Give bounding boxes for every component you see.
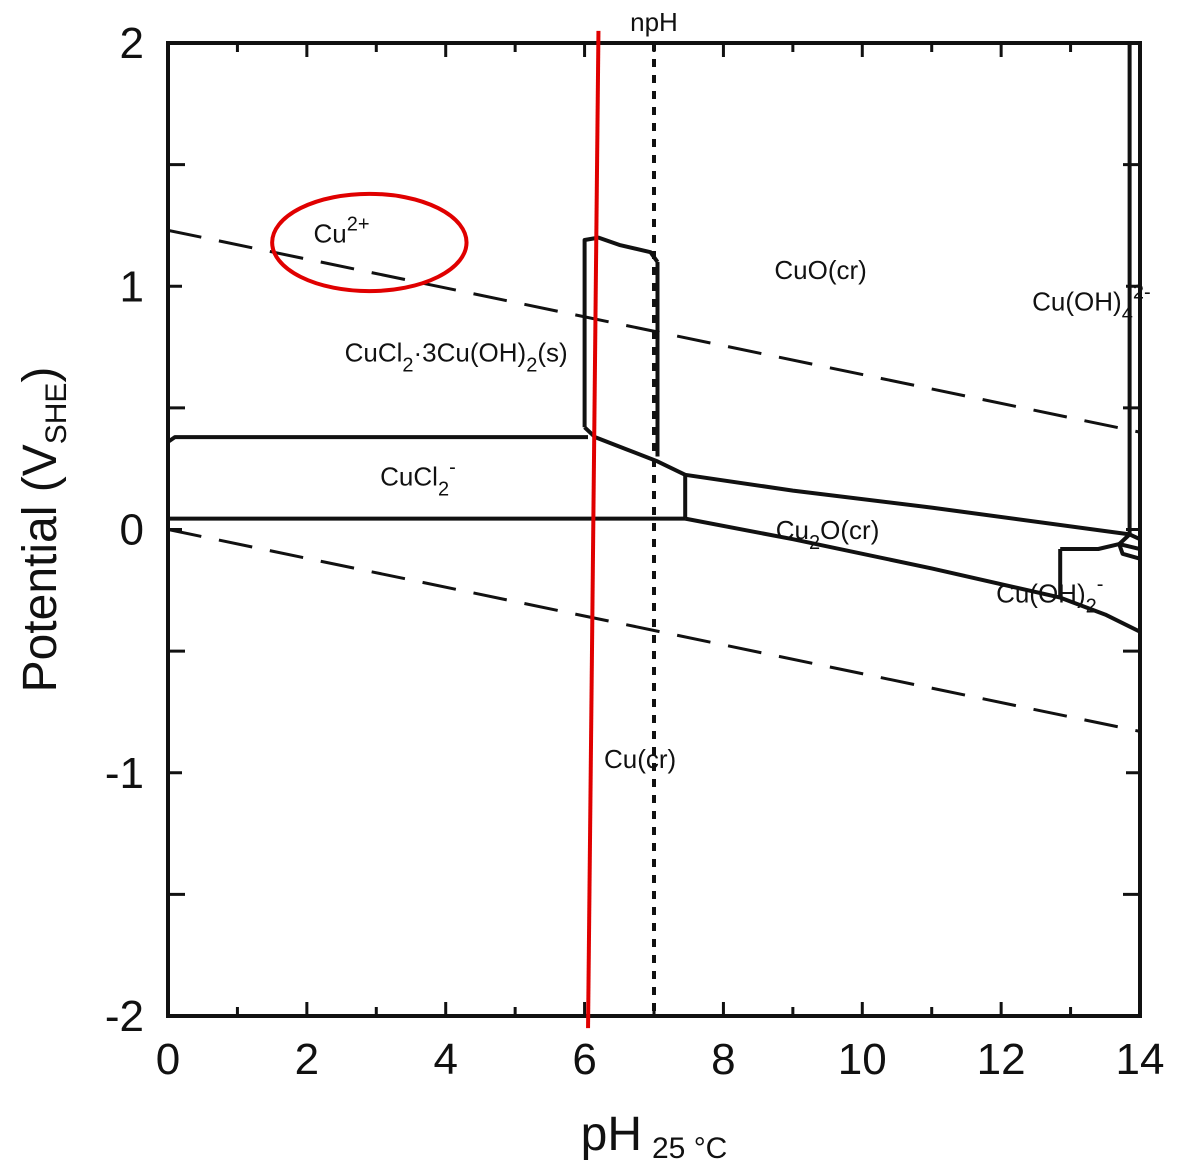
y-axis-label: Potential (VSHE) [14, 367, 73, 693]
region-label-5: Cu2O(cr) [776, 515, 880, 554]
y-tick-label-1: -1 [105, 749, 144, 798]
phase-boundary-6 [684, 516, 1140, 634]
phase-boundary-0 [168, 435, 588, 444]
phase-boundary-10 [1117, 532, 1140, 561]
region-label-1: CuO(cr) [774, 255, 866, 285]
region-label-4: CuCl2- [380, 457, 456, 501]
region-label-3: CuCl2·3Cu(OH)2(s) [345, 338, 568, 377]
x-tick-label-4: 8 [711, 1035, 735, 1084]
x-tick-label-2: 4 [433, 1035, 457, 1084]
x-tick-label-3: 6 [572, 1035, 596, 1084]
x-tick-label-7: 14 [1116, 1035, 1165, 1084]
plot-area [168, 43, 1140, 1016]
red-ph-line [586, 30, 601, 1029]
x-tick-label-1: 2 [295, 1035, 319, 1084]
region-label-2: Cu(OH)42- [1032, 282, 1150, 326]
region-labels: npH Cu2+ CuO(cr) Cu(OH)42- CuCl2·3Cu(OH)2(s)… [314, 7, 1151, 774]
phase-boundary-2 [582, 235, 660, 428]
axis-labels: pH 25 °C Potential (VSHE) [14, 367, 727, 1162]
nph-label: npH [630, 7, 678, 37]
x-tick-label-0: 0 [156, 1035, 180, 1084]
phase-boundary-8 [1060, 542, 1140, 551]
plot-frame [166, 41, 1142, 1018]
y-tick-label-0: -2 [105, 992, 144, 1041]
region-label-6: Cu(OH)2- [996, 573, 1103, 617]
water-line-1 [168, 528, 1140, 733]
highlight-ellipse [270, 191, 469, 294]
x-tick-label-6: 12 [977, 1035, 1026, 1084]
region-label-0: Cu2+ [314, 213, 370, 248]
region-label-7: Cu(cr) [604, 744, 676, 774]
x-axis-label: pH 25 °C [581, 1108, 728, 1162]
y-tick-label-3: 1 [120, 262, 144, 311]
y-tick-label-2: 0 [120, 506, 144, 555]
y-tick-label-4: 2 [120, 19, 144, 68]
x-tick-label-5: 10 [838, 1035, 887, 1084]
